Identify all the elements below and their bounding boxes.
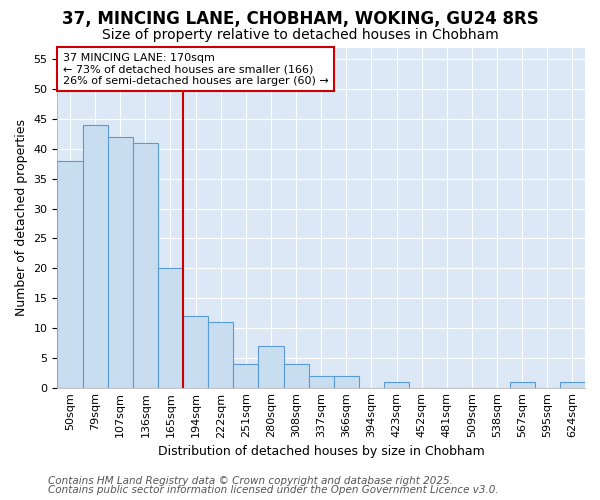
Bar [133,143,158,388]
Text: 37 MINCING LANE: 170sqm
← 73% of detached houses are smaller (166)
26% of semi-d: 37 MINCING LANE: 170sqm ← 73% of detache… [62,52,328,86]
Bar [107,137,133,388]
Bar [334,376,359,388]
Bar [158,268,183,388]
Text: Contains HM Land Registry data © Crown copyright and database right 2025.: Contains HM Land Registry data © Crown c… [48,476,453,486]
Bar [259,346,284,388]
Y-axis label: Number of detached properties: Number of detached properties [15,119,28,316]
Bar [384,382,409,388]
Bar [233,364,259,388]
Bar [58,161,83,388]
Bar [509,382,535,388]
Bar [83,125,107,388]
Bar [284,364,308,388]
X-axis label: Distribution of detached houses by size in Chobham: Distribution of detached houses by size … [158,444,485,458]
Text: Contains public sector information licensed under the Open Government Licence v3: Contains public sector information licen… [48,485,499,495]
Bar [560,382,585,388]
Bar [308,376,334,388]
Text: 37, MINCING LANE, CHOBHAM, WOKING, GU24 8RS: 37, MINCING LANE, CHOBHAM, WOKING, GU24 … [62,10,538,28]
Text: Size of property relative to detached houses in Chobham: Size of property relative to detached ho… [101,28,499,42]
Bar [183,316,208,388]
Bar [208,322,233,388]
